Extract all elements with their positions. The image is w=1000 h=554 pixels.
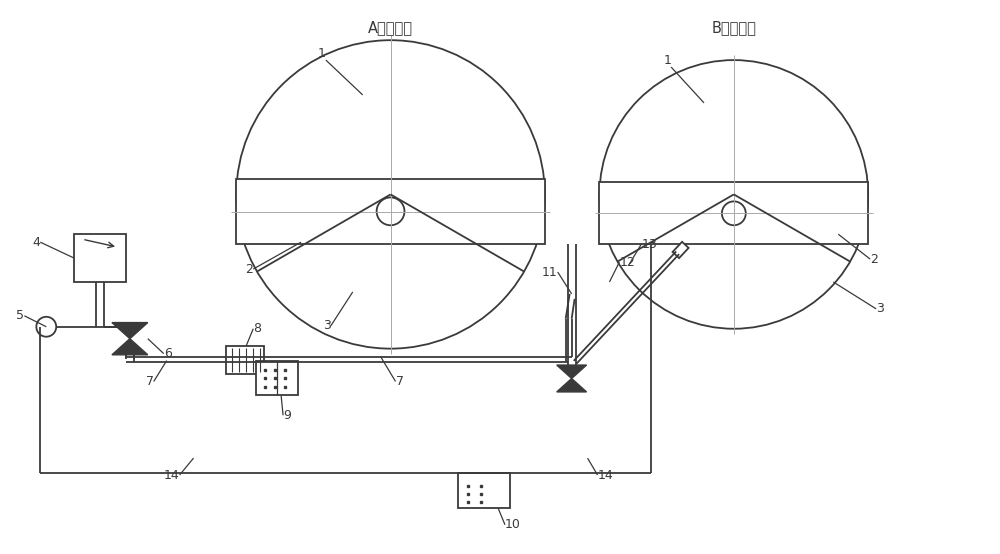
Polygon shape [557, 378, 587, 392]
Text: 8: 8 [253, 322, 261, 335]
Text: 14: 14 [598, 469, 613, 481]
Text: B侧空预器: B侧空预器 [711, 20, 756, 35]
Text: 7: 7 [146, 375, 154, 388]
Polygon shape [557, 365, 587, 378]
Text: 14: 14 [164, 469, 180, 481]
Text: 3: 3 [876, 302, 884, 315]
Text: 6: 6 [164, 347, 172, 360]
Text: A侧空预器: A侧空预器 [368, 20, 413, 35]
Bar [226, 346, 264, 373]
Bar [74, 234, 126, 282]
Text: 10: 10 [505, 518, 521, 531]
Polygon shape [112, 322, 148, 338]
Text: 9: 9 [283, 409, 291, 422]
Text: 3: 3 [323, 319, 331, 332]
Bar [673, 242, 689, 258]
Bar [458, 473, 510, 508]
Bar [236, 179, 545, 244]
Text: 13: 13 [641, 238, 657, 250]
Text: 1: 1 [663, 54, 671, 67]
Text: 11: 11 [542, 265, 558, 279]
Bar [599, 182, 868, 244]
Text: 2: 2 [870, 253, 878, 265]
Text: 1: 1 [318, 47, 326, 60]
Bar [256, 361, 298, 396]
Text: 2: 2 [245, 263, 253, 275]
Text: 12: 12 [619, 255, 635, 269]
Text: 4: 4 [32, 235, 40, 249]
Text: 5: 5 [16, 309, 24, 322]
Polygon shape [112, 338, 148, 355]
Text: 7: 7 [396, 375, 404, 388]
